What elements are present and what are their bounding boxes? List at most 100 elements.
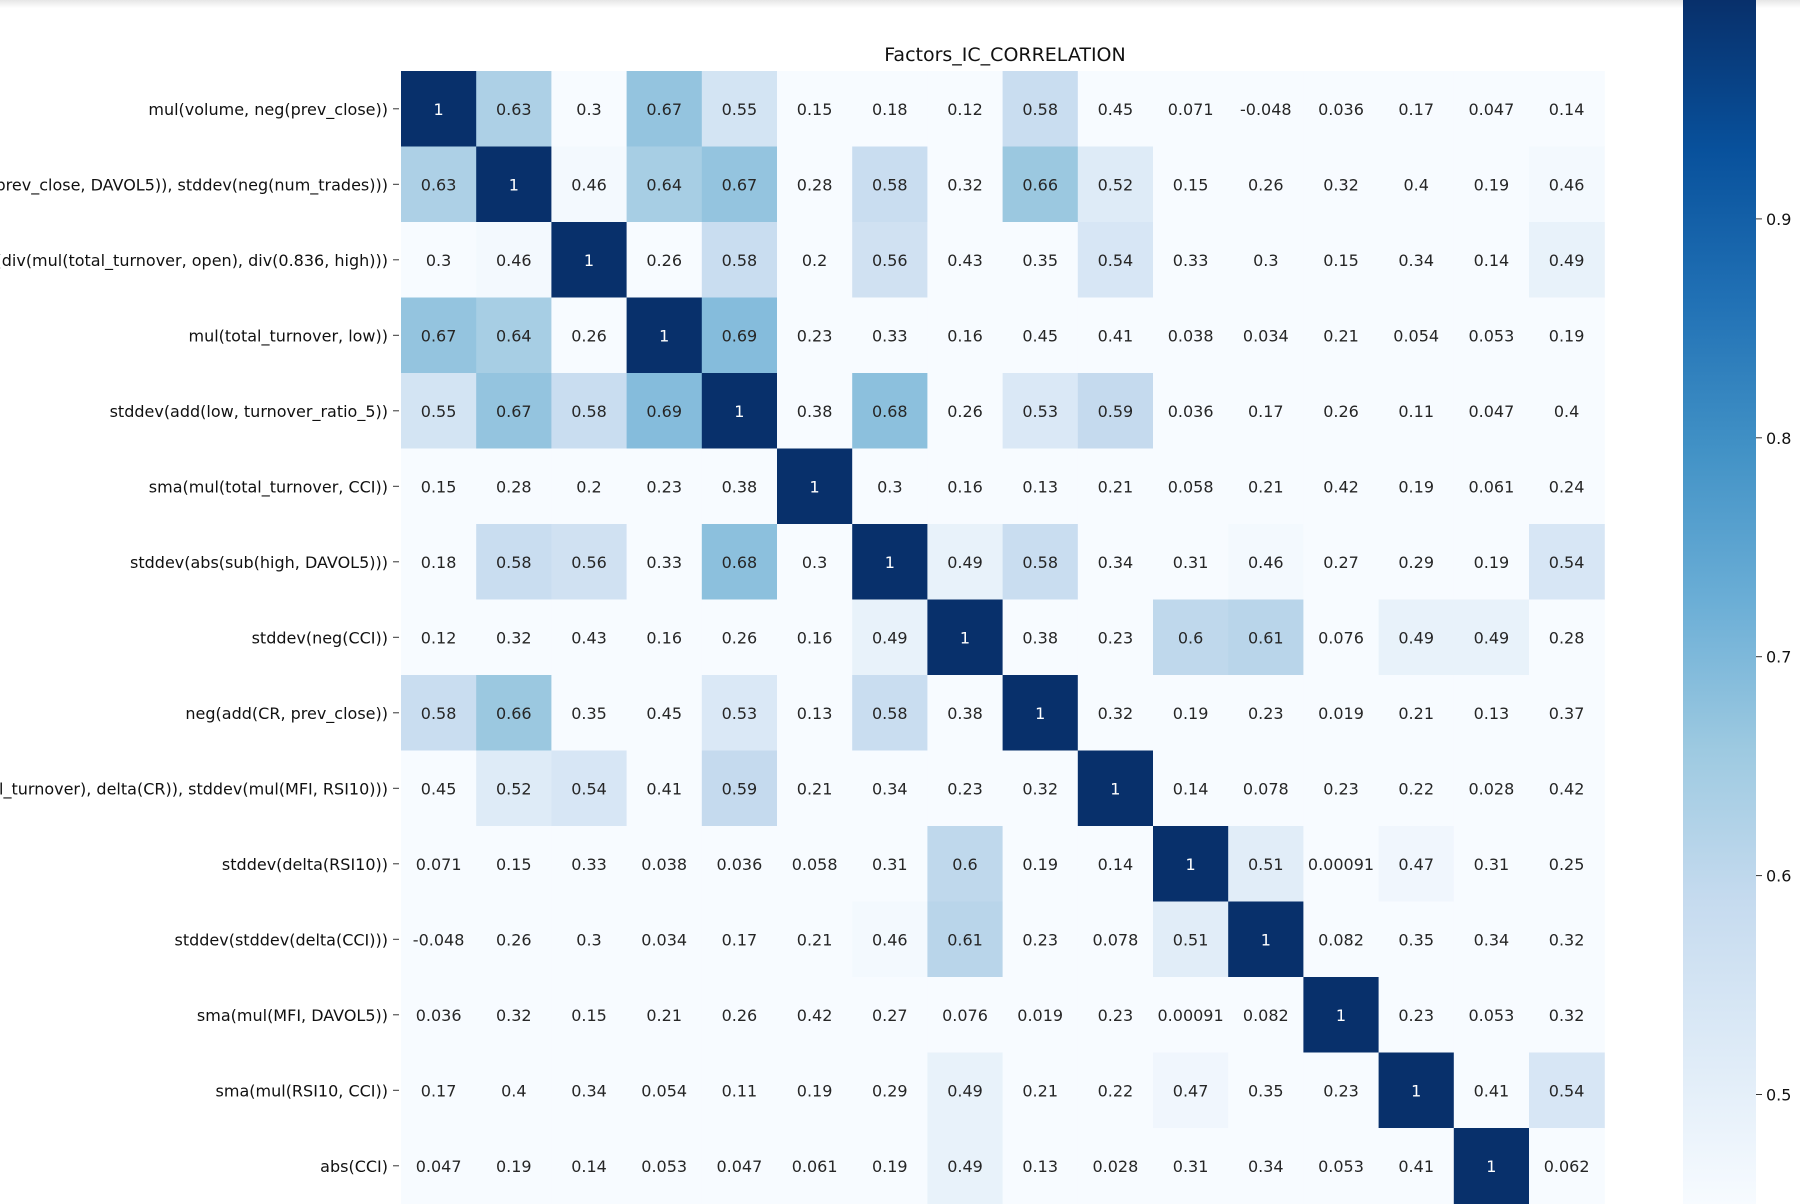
heatmap-cell [1002, 373, 1079, 450]
heatmap-cell [1378, 1052, 1455, 1129]
cell-value-label: 0.31 [1474, 855, 1510, 874]
cell-value-label: 0.21 [1022, 1081, 1058, 1100]
heatmap-cell [626, 297, 703, 374]
colorbar-tick-label: 0.8 [1766, 429, 1791, 448]
cell-value-label: 0.062 [1544, 1157, 1590, 1176]
heatmap-cell [701, 297, 778, 374]
heatmap-cell [1529, 599, 1605, 676]
heatmap-cell [852, 826, 928, 903]
heatmap-cell [852, 71, 928, 148]
cell-value-label: 0.19 [1022, 855, 1058, 874]
heatmap-cell [1002, 297, 1079, 374]
heatmap-cell [1077, 297, 1154, 374]
heatmap-cell [777, 826, 853, 903]
heatmap-cell [1303, 826, 1380, 903]
cell-value-label: 0.68 [872, 402, 908, 421]
cell-value-label: 0.42 [1323, 477, 1359, 496]
heatmap-cell [701, 599, 778, 676]
cell-value-label: 0.35 [1022, 251, 1058, 270]
cell-value-label: 0.053 [1468, 326, 1514, 345]
cell-value-label: 0.3 [426, 251, 451, 270]
cell-value-label: 0.51 [1173, 930, 1209, 949]
cell-value-label: 0.23 [646, 477, 682, 496]
row-label: dev(div(mul(total_turnover, open), div(0… [0, 251, 388, 271]
cell-value-label: 0.17 [722, 930, 758, 949]
cell-value-label: 0.2 [576, 477, 601, 496]
heatmap-cell [1529, 1052, 1605, 1129]
heatmap-cell [701, 146, 778, 223]
cell-value-label: 0.00091 [1308, 855, 1374, 874]
heatmap-cell [1002, 901, 1079, 978]
heatmap-cell [1378, 750, 1455, 827]
heatmap-cell [551, 1128, 628, 1204]
row-label: total_turnover), delta(CR)), stddev(mul(… [0, 779, 388, 799]
heatmap-cell [401, 1128, 477, 1204]
cell-value-label: 0.64 [496, 326, 532, 345]
heatmap-cell [1529, 222, 1605, 299]
heatmap-cell [1453, 599, 1530, 676]
heatmap-cell [927, 297, 1004, 374]
heatmap-cell [1453, 146, 1530, 223]
cell-value-label: 0.45 [646, 704, 682, 723]
heatmap-cell [1529, 750, 1605, 827]
heatmap-cell [1303, 146, 1380, 223]
cell-value-label: 0.33 [1173, 251, 1209, 270]
cell-value-label: 0.54 [1549, 553, 1585, 572]
heatmap-cell [927, 373, 1004, 450]
heatmap-cell [1228, 826, 1304, 903]
heatmap-cell [1002, 1128, 1079, 1204]
cell-value-label: 0.56 [872, 251, 908, 270]
heatmap-cell [852, 1052, 928, 1129]
cell-value-label: 0.00091 [1158, 1006, 1224, 1025]
heatmap-cell [1077, 826, 1154, 903]
cell-value-label: 1 [1336, 1006, 1346, 1025]
row-label: div(prev_close, DAVOL5)), stddev(neg(num… [0, 175, 388, 195]
cell-value-label: 0.6 [952, 855, 977, 874]
heatmap-cell [777, 146, 853, 223]
cell-value-label: 0.23 [1323, 1081, 1359, 1100]
heatmap-cell [1002, 146, 1079, 223]
heatmap-cell [1453, 750, 1530, 827]
cell-value-label: 0.14 [1474, 251, 1510, 270]
cell-value-label: 0.49 [947, 1157, 983, 1176]
heatmap-cell [1077, 599, 1154, 676]
heatmap-cell [777, 1052, 853, 1129]
heatmap-cell [701, 977, 778, 1054]
cell-value-label: 0.4 [1554, 402, 1579, 421]
cell-value-label: 0.69 [722, 326, 758, 345]
heatmap-cell [701, 71, 778, 148]
heatmap-cell [551, 675, 628, 752]
heatmap-cell [551, 297, 628, 374]
row-label: mul(total_turnover, low)) [188, 326, 388, 346]
cell-value-label: 0.053 [1468, 1006, 1514, 1025]
cell-value-label: 0.061 [792, 1157, 838, 1176]
cell-value-label: 0.34 [1474, 930, 1510, 949]
cell-value-label: 0.23 [1323, 779, 1359, 798]
cell-value-label: 0.054 [641, 1081, 687, 1100]
cell-value-label: 0.16 [947, 326, 983, 345]
heatmap-cell [1529, 373, 1605, 450]
cell-value-label: 0.53 [1022, 402, 1058, 421]
heatmap-cell [927, 222, 1004, 299]
cell-value-label: 0.19 [872, 1157, 908, 1176]
row-label: sma(mul(MFI, DAVOL5)) [197, 1006, 388, 1025]
cell-value-label: 0.036 [1168, 402, 1214, 421]
cell-value-label: 0.29 [872, 1081, 908, 1100]
heatmap-cell [1002, 524, 1079, 601]
cell-value-label: 0.038 [1168, 326, 1214, 345]
heatmap-cell [476, 977, 552, 1054]
cell-value-label: 0.54 [1098, 251, 1134, 270]
cell-value-label: 0.41 [1398, 1157, 1434, 1176]
heatmap-cell [1002, 750, 1079, 827]
heatmap-cell [1453, 977, 1530, 1054]
cell-value-label: 0.13 [1022, 477, 1058, 496]
cell-value-label: 0.058 [1168, 477, 1214, 496]
cell-value-label: 0.46 [571, 175, 607, 194]
heatmap-cell [1228, 448, 1304, 525]
colorbar-tick-label: 0.5 [1766, 1086, 1791, 1105]
cell-value-label: 0.58 [722, 251, 758, 270]
heatmap-cell [927, 977, 1004, 1054]
heatmap-cell [1077, 71, 1154, 148]
heatmap-cell [476, 599, 552, 676]
cell-value-label: 0.23 [1098, 628, 1134, 647]
